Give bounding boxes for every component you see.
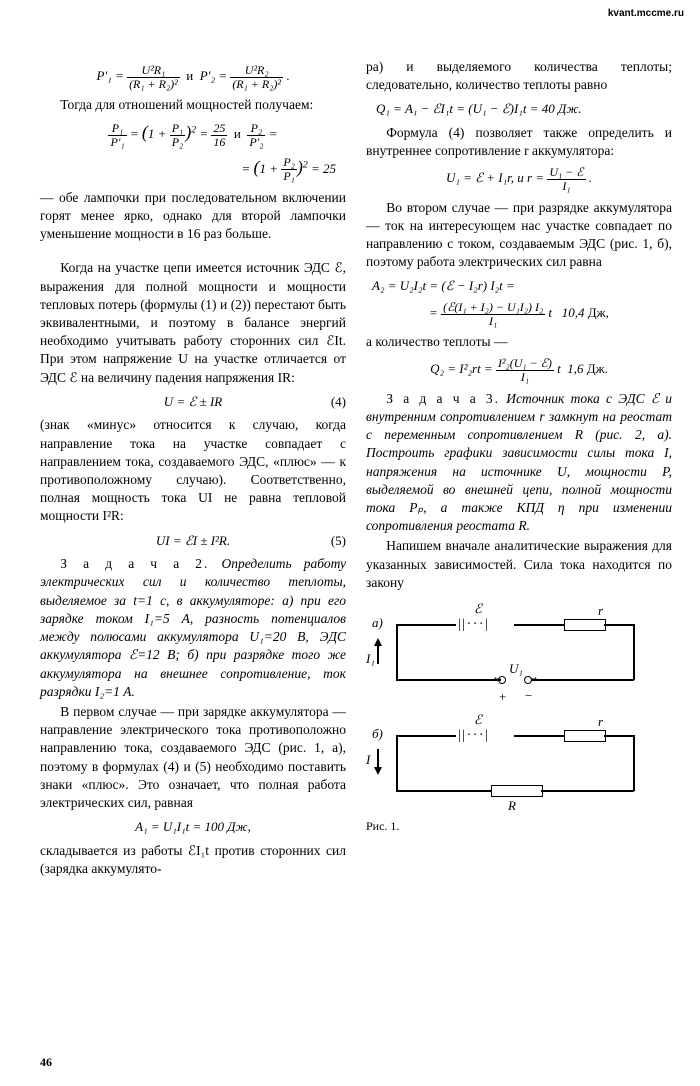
text-formula4-allows: Формула (4) позволяет также определить и… bbox=[366, 124, 672, 160]
page: kvant.mccme.ru P′₁ = U²R₁(R₁ + R₂)² и P′… bbox=[0, 0, 700, 1086]
formula-a2-line1: A₂ = U₂I₂t = (ℰ − I₂r) I₂t = bbox=[366, 277, 672, 295]
text-second-case: Во втором случае — при разрядке аккумуля… bbox=[366, 199, 672, 272]
formula-q1: Q₁ = A₁ − ℰI₁t = (U₁ − ℰ)I₁t = 40 Дж. bbox=[366, 100, 672, 118]
right-column: ра) и выделяемого количества теплоты; сл… bbox=[366, 58, 672, 1048]
formula-4: U = ℰ ± IR(4) bbox=[40, 393, 346, 411]
circuit-a: a) | | · · · | ℰ r bbox=[366, 602, 672, 707]
task-3: З а д а ч а 3. Источник тока с ЭДС ℰ и в… bbox=[366, 390, 672, 536]
page-number: 46 bbox=[40, 1055, 52, 1070]
left-column: P′₁ = U²R₁(R₁ + R₂)² и P′₂ = U²R₂(R₁ + R… bbox=[40, 58, 346, 1048]
figure-1: a) | | · · · | ℰ r bbox=[366, 602, 672, 834]
text-emf-section: Когда на участке цепи имеется источник Э… bbox=[40, 259, 346, 387]
text-write-analytic: Напишем вначале аналитические выражения … bbox=[366, 537, 672, 592]
figure-1-caption: Рис. 1. bbox=[366, 818, 672, 834]
text-heat-qty: а количество теплоты — bbox=[366, 333, 672, 351]
text-first-case: В первом случае — при зарядке аккумулято… bbox=[40, 703, 346, 812]
two-column-layout: P′₁ = U²R₁(R₁ + R₂)² и P′₂ = U²R₂(R₁ + R… bbox=[40, 58, 672, 1048]
text-sign-minus: (знак «минус» относится к случаю, когда … bbox=[40, 416, 346, 525]
text-cont: ра) и выделяемого количества теплоты; сл… bbox=[366, 58, 672, 94]
text-composed-of: складывается из работы ℰI₁t против сторо… bbox=[40, 842, 346, 878]
task-2: З а д а ч а 2. Определить работу электри… bbox=[40, 555, 346, 701]
text-ratio-intro: Тогда для отношений мощностей получаем: bbox=[40, 96, 346, 114]
formula-q2: Q₂ = I²₂rt = I²₂(U₁ − ℰ)I₁ t 1,6 Дж. bbox=[366, 357, 672, 383]
formula-a1: A₁ = U₁I₁t = 100 Дж, bbox=[40, 818, 346, 836]
formula-p-prime: P′₁ = U²R₁(R₁ + R₂)² и P′₂ = U²R₂(R₁ + R… bbox=[40, 64, 346, 90]
formula-5: UI = ℰI ± I²R.(5) bbox=[40, 532, 346, 550]
header-url: kvant.mccme.ru bbox=[608, 8, 684, 19]
formula-ratio-2: = (1 + P₂P₁)2 = 25 bbox=[40, 155, 346, 183]
text-both-lamps: — обе лампочки при последовательном вклю… bbox=[40, 189, 346, 244]
circuit-b: б) | | · · · | ℰ r R bbox=[366, 715, 672, 810]
formula-ratio-1: P₁P′₁ = (1 + P₁P₂)2 = 2516 и P₂P′₂ = bbox=[40, 120, 346, 148]
formula-u1-r: U₁ = ℰ + I₁r, и r = U₁ − ℰI₁ . bbox=[366, 166, 672, 192]
formula-a2-line2: = (ℰ(I₁ + I₂) − U₁I₂) I₂I₁ t 10,4 Дж, bbox=[366, 301, 672, 327]
